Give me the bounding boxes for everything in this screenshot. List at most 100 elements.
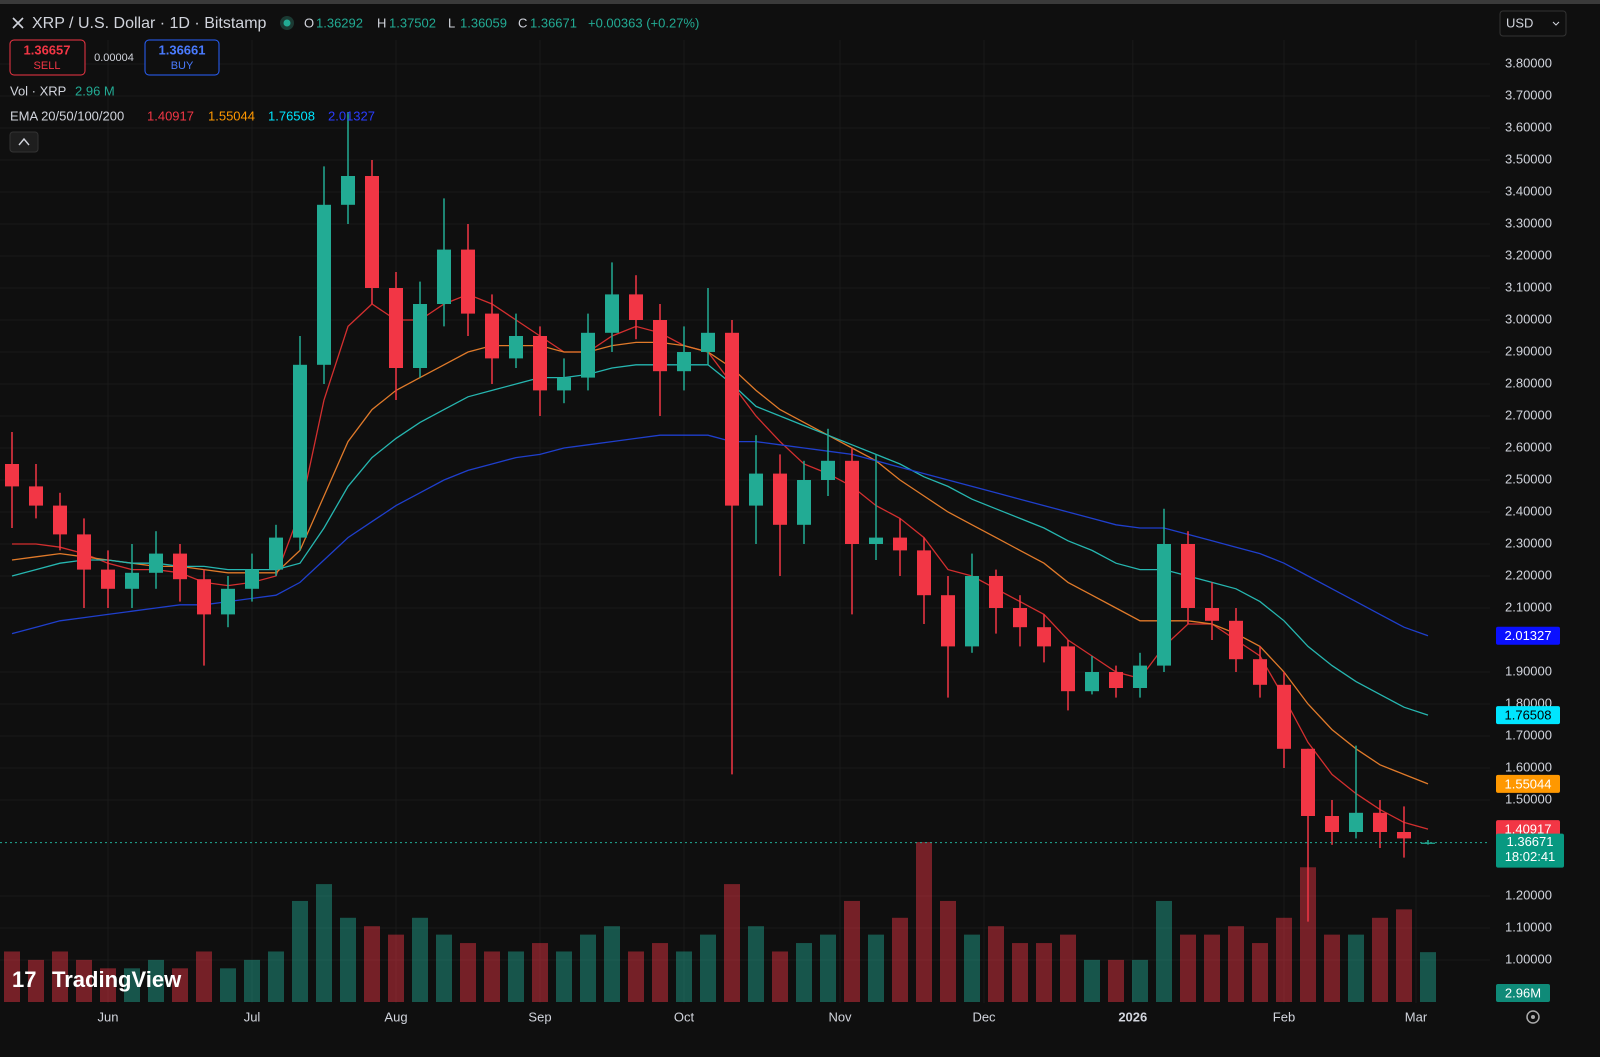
y-tick-label: 2.60000 xyxy=(1505,439,1552,454)
y-tick-label: 2.80000 xyxy=(1505,375,1552,390)
collapse-button[interactable] xyxy=(9,131,39,153)
volume-bar xyxy=(748,926,764,1002)
candle-body xyxy=(629,294,643,320)
volume-bar xyxy=(1252,943,1268,1002)
currency: USD xyxy=(1506,15,1533,30)
candle-body xyxy=(245,569,259,589)
y-tick-label: 1.10000 xyxy=(1505,919,1552,934)
sell-button[interactable]: 1.36657 SELL xyxy=(9,39,86,76)
y-tick-label: 1.90000 xyxy=(1505,663,1552,678)
candle-body xyxy=(1349,812,1363,832)
candle-body xyxy=(221,588,235,615)
settings-icon[interactable] xyxy=(1526,1010,1540,1024)
ema-badge-label: 1.55044 xyxy=(1505,776,1552,791)
volume-bar xyxy=(244,959,260,1002)
volume-bar xyxy=(844,900,860,1002)
volume-bar xyxy=(1372,917,1388,1002)
candle-body xyxy=(605,294,619,333)
ohlc-label: L xyxy=(448,15,455,30)
candle-body xyxy=(1421,842,1435,844)
volume-bar xyxy=(388,934,404,1002)
candle-body xyxy=(1301,748,1315,816)
y-tick-label: 2.50000 xyxy=(1505,471,1552,486)
y-tick-label: 3.00000 xyxy=(1505,311,1552,326)
volume-bar xyxy=(796,943,812,1002)
status-dot xyxy=(283,19,291,27)
candle-body xyxy=(173,553,187,580)
close-icon[interactable] xyxy=(12,17,24,29)
candle-body xyxy=(125,572,139,589)
volume-bar xyxy=(916,842,932,1002)
volume-bar xyxy=(772,951,788,1002)
volume-badge xyxy=(1496,984,1550,1002)
volume-legend-value: 2.96 M xyxy=(75,83,115,98)
ema-line xyxy=(11,434,1429,637)
volume-bar xyxy=(340,917,356,1002)
volume-bar xyxy=(1228,926,1244,1002)
candle-body xyxy=(1373,812,1387,832)
volume-bar xyxy=(628,951,644,1002)
volume-bar xyxy=(1348,934,1364,1002)
ema-legend-value: 1.76508 xyxy=(268,108,315,123)
ema-legend: EMA 20/50/100/200 xyxy=(10,108,124,123)
candle-body xyxy=(653,320,667,372)
volume-bar xyxy=(124,968,140,1002)
ema-badge xyxy=(1496,706,1560,725)
volume-bar xyxy=(940,900,956,1002)
x-tick-label: Nov xyxy=(828,1009,852,1024)
candle-body xyxy=(965,576,979,647)
candle-body xyxy=(1277,684,1291,749)
ohlc-label: O xyxy=(304,15,314,30)
volume-legend: Vol · XRP xyxy=(10,83,66,98)
candle-body xyxy=(1013,608,1027,628)
buy-label: BUY xyxy=(171,60,194,72)
y-tick-label: 1.00000 xyxy=(1505,951,1552,966)
candle-body xyxy=(1133,665,1147,688)
y-tick-label: 3.10000 xyxy=(1505,279,1552,294)
y-tick-label: 3.50000 xyxy=(1505,151,1552,166)
candle-body xyxy=(821,460,835,480)
ohlc-label: C xyxy=(518,15,527,30)
volume-bar xyxy=(724,884,740,1002)
candle-body xyxy=(1229,620,1243,660)
candle-body xyxy=(389,288,403,368)
currency-select[interactable]: USD xyxy=(1499,10,1567,37)
price-badge-label: 1.36671 xyxy=(1507,834,1554,849)
x-tick-label: Oct xyxy=(674,1009,695,1024)
candle-body xyxy=(893,537,907,551)
ema-legend-value: 2.01327 xyxy=(328,108,375,123)
y-tick-label: 2.70000 xyxy=(1505,407,1552,422)
change: +0.00363 (+0.27%) xyxy=(588,15,699,30)
candle-body xyxy=(1325,816,1339,832)
volume-bar xyxy=(196,951,212,1002)
ema-badge xyxy=(1496,820,1560,839)
candle-body xyxy=(53,505,67,535)
candle-body xyxy=(845,460,859,544)
x-tick-label: Mar xyxy=(1405,1009,1428,1024)
y-tick-label: 1.20000 xyxy=(1505,887,1552,902)
candle-body xyxy=(485,313,499,359)
candle-body xyxy=(557,377,571,391)
sell-label: SELL xyxy=(34,60,61,72)
volume-bar xyxy=(1132,959,1148,1002)
x-tick-label: Jun xyxy=(98,1009,119,1024)
volume-bar xyxy=(508,951,524,1002)
candle-body xyxy=(797,480,811,525)
candle-body xyxy=(773,473,787,525)
y-tick-label: 2.40000 xyxy=(1505,503,1552,518)
y-tick-label: 1.60000 xyxy=(1505,759,1552,774)
volume-bar xyxy=(1084,959,1100,1002)
candle-body xyxy=(749,473,763,506)
ohlc-label: H xyxy=(377,15,386,30)
volume-bar xyxy=(100,968,116,1002)
ema-legend-value: 1.55044 xyxy=(208,108,255,123)
candle-body xyxy=(989,576,1003,608)
volume-bar xyxy=(1180,934,1196,1002)
candle-body xyxy=(269,537,283,570)
candle-body xyxy=(1085,672,1099,692)
volume-bar xyxy=(820,934,836,1002)
y-tick-label: 3.80000 xyxy=(1505,55,1552,70)
x-tick-label: 2026 xyxy=(1118,1009,1147,1024)
buy-button[interactable]: 1.36661 BUY xyxy=(144,39,220,76)
volume-bar xyxy=(556,951,572,1002)
